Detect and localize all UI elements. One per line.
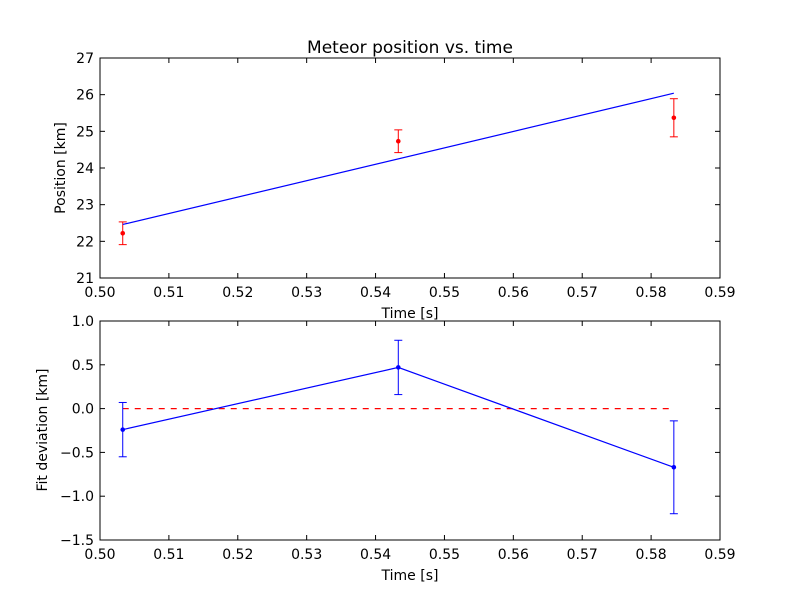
y-tick-label: 23 (76, 198, 94, 214)
data-point (395, 138, 401, 144)
y-tick-label: 21 (76, 271, 94, 287)
y-tick-label: 0.5 (72, 358, 94, 374)
x-tick-label: 0.51 (153, 547, 184, 563)
x-tick-label: 0.54 (360, 547, 391, 563)
x-tick-label: 0.55 (429, 285, 460, 301)
data-point (120, 230, 126, 236)
position-plot: Meteor position vs. time 0.50 0.51 0.52 0.5… (53, 38, 736, 322)
x-tick-label: 0.52 (222, 285, 253, 301)
x-tick-label: 0.57 (567, 285, 598, 301)
x-tick-label: 0.58 (636, 547, 667, 563)
x-tick-label: 0.51 (153, 285, 184, 301)
x-tick-label: 0.53 (291, 285, 322, 301)
y-tick-label: 24 (76, 161, 94, 177)
x-tick-label: 0.50 (84, 547, 115, 563)
y-tick-label: 22 (76, 234, 94, 250)
data-point (395, 365, 401, 370)
y-tick-label: 27 (76, 51, 94, 67)
x-tick-label: 0.53 (291, 547, 322, 563)
y-axis-label: Fit deviation [km] (35, 368, 51, 491)
x-tick-label: 0.59 (704, 547, 735, 563)
x-tick-label: 0.58 (636, 285, 667, 301)
y-tick-label: 1.0 (72, 314, 94, 330)
plot-marks (118, 339, 678, 515)
data-point (120, 427, 126, 432)
y-tick-label: −1.5 (60, 533, 94, 549)
x-tick-label: 0.59 (704, 285, 735, 301)
x-tick-labels: 0.50 0.51 0.52 0.53 0.54 0.55 0.56 0.57 0.58 0.59 (84, 58, 736, 301)
plot-marks (118, 92, 678, 246)
x-tick-labels: 0.50 0.51 0.52 0.53 0.54 0.55 0.56 0.57 0.58 0.59 (84, 321, 736, 563)
x-tick-label: 0.52 (222, 547, 253, 563)
y-axis-label: Position [km] (53, 122, 69, 214)
x-axis-label: Time [s] (381, 306, 439, 322)
axes-frame (99, 57, 721, 279)
chart-title: Meteor position vs. time (307, 38, 513, 58)
y-tick-labels: −1.5 −1.0 −0.5 0.0 0.5 1.0 (60, 314, 720, 549)
y-tick-label: 26 (76, 88, 94, 104)
series-line (122, 92, 674, 226)
data-point (671, 464, 677, 470)
x-tick-label: 0.55 (429, 547, 460, 563)
x-tick-label: 0.57 (567, 547, 598, 563)
x-tick-label: 0.56 (498, 547, 529, 563)
axes-frame (99, 320, 721, 541)
x-tick-label: 0.54 (360, 285, 391, 301)
data-point (671, 115, 677, 121)
x-tick-label: 0.50 (84, 285, 115, 301)
deviation-plot: 0.50 0.51 0.52 0.53 0.54 0.55 0.56 0.57 0.58 0.59… (35, 314, 736, 584)
x-tick-label: 0.56 (498, 285, 529, 301)
y-tick-labels: 21 22 23 24 25 26 27 (76, 51, 720, 287)
y-tick-label: −0.5 (60, 445, 94, 461)
y-tick-label: 0.0 (72, 402, 94, 418)
x-axis-label: Time [s] (381, 568, 439, 584)
y-tick-label: 25 (76, 124, 94, 140)
y-tick-label: −1.0 (60, 489, 94, 505)
